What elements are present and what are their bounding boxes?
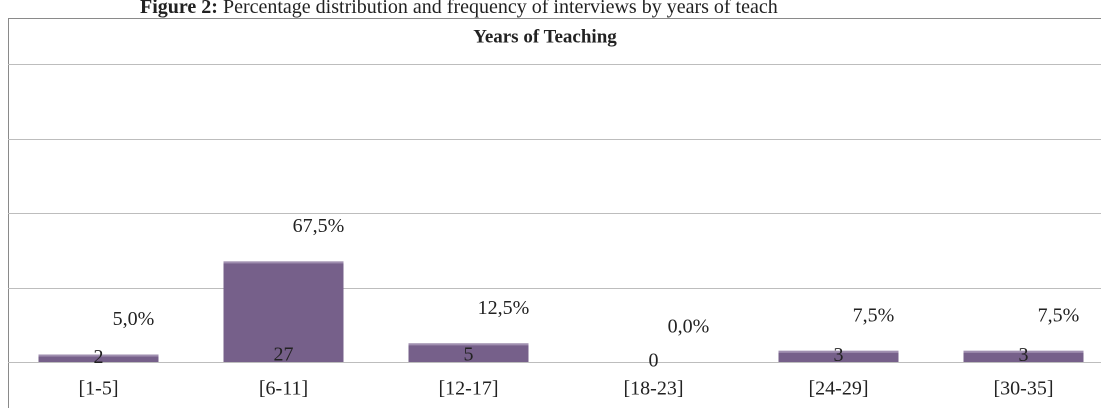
percentage-label: 67,5%	[293, 215, 345, 237]
percentage-label: 5,0%	[113, 308, 155, 330]
percentage-label: 7,5%	[1038, 304, 1080, 326]
percentage-label: 0,0%	[668, 316, 710, 338]
count-label: 5	[464, 344, 474, 366]
caption: Figure 2: Percentage distribution and fre…	[140, 0, 778, 18]
x-tick-label: [6-11]	[259, 378, 308, 400]
count-label: 27	[274, 344, 294, 366]
count-label: 3	[1019, 344, 1029, 366]
bar-highlight	[224, 261, 344, 263]
percentage-label: 12,5%	[478, 297, 530, 319]
x-tick-label: [1-5]	[79, 378, 119, 400]
count-label: 0	[649, 350, 659, 372]
percentage-label: 7,5%	[853, 304, 895, 326]
x-tick-label: [18-23]	[624, 378, 684, 400]
x-tick-label: [30-35]	[994, 378, 1054, 400]
x-tick-label: [24-29]	[809, 378, 869, 400]
caption-text: Percentage distribution and frequency of…	[223, 0, 778, 18]
count-label: 3	[834, 344, 844, 366]
x-tick-label: [12-17]	[439, 378, 499, 400]
count-label: 2	[94, 346, 104, 368]
chart-title: Years of Teaching	[473, 26, 617, 47]
caption-label: Figure 2:	[140, 0, 218, 18]
